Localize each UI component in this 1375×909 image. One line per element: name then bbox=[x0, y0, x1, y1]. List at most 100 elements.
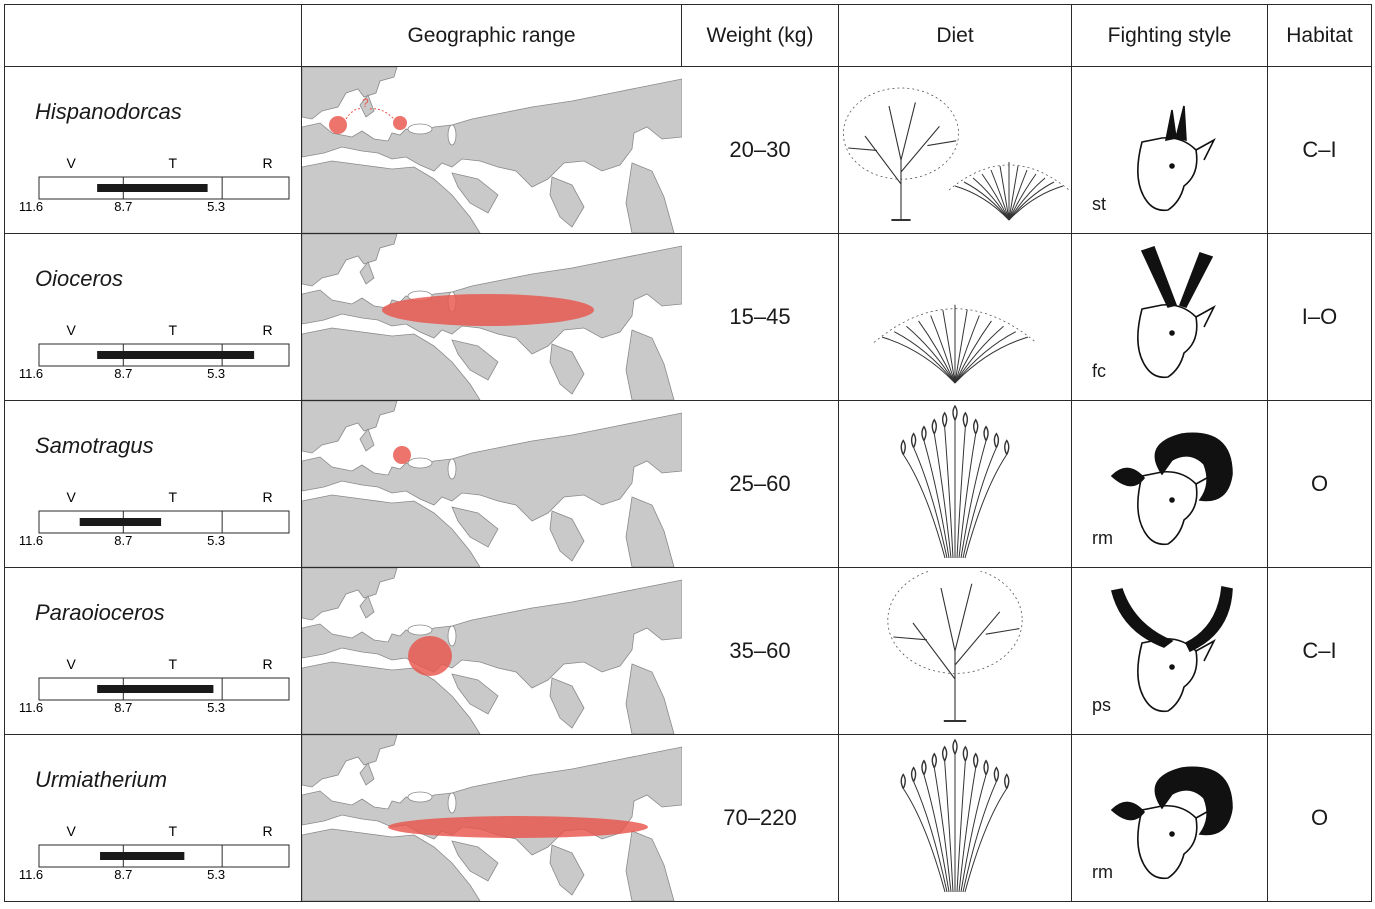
weight-value: 35–60 bbox=[681, 567, 839, 735]
map-arabia bbox=[451, 506, 499, 548]
chronology-stage-label: V bbox=[66, 823, 76, 839]
bush-stem bbox=[881, 336, 956, 384]
map-caspian-sea bbox=[447, 124, 457, 146]
habitat-value: I–O bbox=[1267, 233, 1372, 401]
grass-blade bbox=[960, 774, 987, 893]
diet-bush bbox=[954, 162, 1064, 221]
fighting-style-cell: ps bbox=[1071, 567, 1268, 735]
fighting-style-head bbox=[1137, 105, 1216, 212]
chronology-tick-label: 11.6 bbox=[19, 366, 43, 381]
range-area bbox=[393, 446, 411, 464]
fighting-style-head bbox=[1111, 586, 1233, 713]
grass-blade bbox=[933, 433, 952, 559]
grass-seedhead bbox=[910, 432, 917, 448]
chronology-range-bar bbox=[97, 184, 208, 192]
grass-seedhead bbox=[993, 432, 1000, 448]
map-northern-europe bbox=[302, 735, 398, 788]
chronology-tick-label: 11.6 bbox=[19, 700, 43, 715]
map-africa bbox=[302, 160, 481, 233]
fighting-style-head bbox=[1137, 245, 1216, 379]
diet-svg bbox=[873, 304, 1037, 384]
map-black-sea bbox=[407, 624, 433, 636]
bush-stem bbox=[999, 165, 1010, 221]
map-landmass bbox=[302, 67, 682, 233]
bush-stem bbox=[954, 320, 992, 384]
habitat-value: O bbox=[1267, 400, 1372, 568]
grass-seedhead bbox=[952, 738, 958, 755]
curled-horn bbox=[1154, 432, 1233, 502]
tree-canopy bbox=[843, 87, 959, 180]
curled-horn bbox=[1154, 766, 1233, 836]
bush-outline bbox=[948, 164, 1070, 191]
map-britain bbox=[359, 94, 375, 118]
taxon-cell: Oioceros V T R 11.6 8.7 5.3 bbox=[4, 233, 302, 401]
bovid-comparison-table: Geographic range Weight (kg) Diet Fighti… bbox=[4, 4, 1372, 902]
curled-horn-left bbox=[1110, 467, 1146, 487]
grass-seedhead bbox=[962, 745, 969, 762]
grass-seedhead bbox=[910, 766, 917, 782]
tree-branches bbox=[893, 583, 1020, 721]
grass-blade bbox=[956, 760, 966, 893]
chronology-tick-label: 5.3 bbox=[207, 366, 225, 381]
map-arabia bbox=[451, 339, 499, 381]
fighting-style-code: ps bbox=[1092, 695, 1112, 715]
map-britain bbox=[359, 762, 375, 786]
bush-stem bbox=[1008, 169, 1028, 221]
bush-stem bbox=[1008, 185, 1064, 221]
diet-svg bbox=[900, 404, 1010, 559]
grass-seedhead bbox=[941, 411, 948, 428]
chronology-stage-label: R bbox=[263, 656, 273, 672]
grass-seedhead bbox=[973, 418, 979, 435]
diet-illustration bbox=[838, 734, 1072, 902]
chronology-tick-label: 5.3 bbox=[207, 700, 225, 715]
map-black-sea bbox=[407, 123, 433, 135]
map-black-sea bbox=[407, 791, 433, 803]
geographic-range-map bbox=[301, 567, 682, 735]
bush-stem bbox=[942, 310, 956, 384]
chronology-tick-label: 5.3 bbox=[207, 199, 225, 214]
bush-outline bbox=[873, 308, 1037, 343]
ear-outline bbox=[1195, 138, 1216, 161]
grass-seedhead bbox=[973, 752, 979, 769]
map-africa bbox=[302, 828, 481, 901]
header-weight: Weight (kg) bbox=[681, 4, 839, 67]
header-taxon bbox=[4, 4, 302, 67]
eye bbox=[1169, 664, 1175, 670]
fighting-style-code: rm bbox=[1092, 862, 1113, 882]
fighting-style-head bbox=[1110, 432, 1233, 546]
map-arabia bbox=[451, 172, 499, 214]
bush-stem bbox=[954, 185, 1010, 221]
eye bbox=[1169, 330, 1175, 336]
map-landmass bbox=[302, 568, 682, 734]
grass-blade bbox=[960, 440, 987, 559]
grass-seedhead bbox=[900, 439, 906, 455]
grass-blade bbox=[902, 788, 946, 893]
grass-blade bbox=[933, 767, 952, 893]
chronology-range-bar bbox=[97, 351, 255, 359]
diet-illustration bbox=[838, 233, 1072, 401]
taxon-cell: Urmiatherium V T R 11.6 8.7 5.3 bbox=[4, 734, 302, 902]
grass-seedhead bbox=[931, 752, 937, 769]
tree-branches bbox=[848, 102, 957, 220]
map-se-asia bbox=[625, 830, 675, 901]
range-map-svg bbox=[302, 735, 682, 901]
chronology-tick-label: 8.7 bbox=[114, 199, 132, 214]
grass-blade bbox=[958, 433, 977, 559]
fighting-style-cell: st bbox=[1071, 66, 1268, 234]
map-northern-europe bbox=[302, 568, 398, 621]
header-diet: Diet bbox=[838, 4, 1072, 67]
eye bbox=[1169, 497, 1175, 503]
range-area bbox=[393, 116, 407, 130]
map-britain bbox=[359, 428, 375, 452]
grass-seedhead bbox=[952, 404, 958, 421]
grass-blade bbox=[913, 447, 948, 559]
diet-svg bbox=[900, 738, 1010, 893]
fighting-style-cell: rm bbox=[1071, 400, 1268, 568]
map-india bbox=[549, 510, 585, 562]
map-eurasia bbox=[302, 412, 682, 522]
chronology-stage-label: R bbox=[263, 489, 273, 505]
taxon-row: Paraoioceros V T R 11.6 8.7 5.3 35–60 ps C–I bbox=[4, 567, 1372, 735]
range-area bbox=[388, 816, 648, 838]
bush-stem bbox=[1008, 177, 1046, 221]
taxon-name: Urmiatherium bbox=[35, 767, 168, 792]
